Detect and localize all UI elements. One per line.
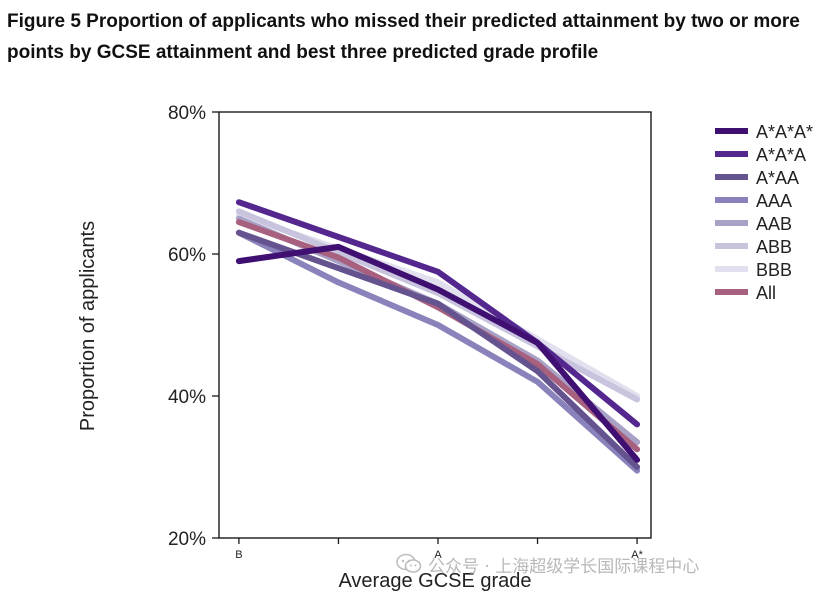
series-line-abb [235,208,641,403]
watermark: 公众号 · 上海超级学长国际课程中心 [396,551,699,577]
y-tick-label: 60% [168,245,206,266]
legend-label: AAA [756,191,792,211]
series-line-aaa [235,229,641,474]
legend-label: All [756,283,776,303]
series-line-astarastara [235,199,641,428]
x-axis: B A A* [235,538,644,561]
y-tick-label: 80% [168,103,206,124]
wechat-icon [396,553,422,573]
legend-label: AAB [756,214,792,234]
y-tick-label: 40% [168,387,206,408]
x-tick-label: A* [631,549,643,561]
plot-frame [218,111,652,539]
x-tick-label: A [434,549,442,561]
legend-label: ABB [756,237,792,257]
y-axis: 20% 40% 60% 80% [168,103,219,550]
x-tick-label: B [235,549,242,561]
y-tick-label: 20% [168,529,206,550]
legend-label: A*AA [756,168,799,188]
legend-label: A*A*A* [756,122,813,142]
legend: A*A*A* A*A*A A*AA AAA AAB ABB BBB All [715,122,813,303]
watermark-text: 公众号 · 上海超级学长国际课程中心 [428,556,700,577]
series-line-astarastarastar [235,243,641,463]
legend-label: A*A*A [756,145,806,165]
y-axis-title: Proportion of applicants [77,221,99,431]
x-axis-title: Average GCSE grade [338,570,531,592]
figure-title: Figure 5 Proportion of applicants who mi… [7,11,800,63]
legend-label: BBB [756,260,792,280]
series-lines [235,199,641,474]
series-line-astaraa [235,229,641,470]
